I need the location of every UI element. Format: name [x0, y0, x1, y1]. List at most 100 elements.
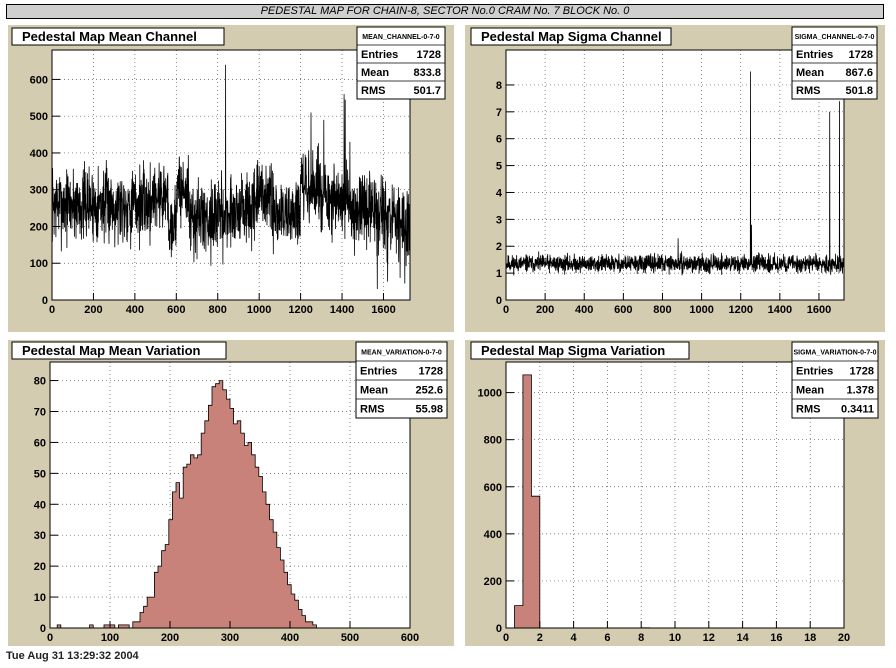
x-tick-label: 1200 — [288, 304, 312, 316]
stats-box: SIGMA_CHANNEL-0-7-0 Entries 1728 Mean 867.6 R… — [791, 26, 878, 100]
y-tick-label: 40 — [34, 499, 46, 511]
stats-label-entries: Entries — [360, 366, 397, 378]
stats-label-rms: RMS — [360, 404, 384, 416]
stats-value-entries: 1728 — [849, 49, 873, 61]
x-tick-label: 800 — [209, 304, 227, 316]
y-tick-label: 50 — [34, 468, 46, 480]
y-tick-label: 200 — [484, 576, 502, 588]
x-tick-label: 6 — [604, 632, 610, 644]
x-tick-label: 14 — [736, 632, 749, 644]
stats-label-mean: Mean — [361, 67, 389, 79]
chart-title-box — [470, 341, 690, 360]
x-tick-label: 600 — [614, 304, 632, 316]
y-tick-label: 0 — [42, 295, 48, 307]
x-tick-label: 400 — [281, 632, 299, 644]
x-tick-label: 600 — [167, 304, 185, 316]
stats-label-rms: RMS — [796, 404, 820, 416]
x-tick-label: 12 — [703, 632, 715, 644]
x-tick-label: 1600 — [807, 304, 831, 316]
x-tick-label: 10 — [669, 632, 681, 644]
page-title: PEDESTAL MAP FOR CHAIN-8, SECTOR No.0 CR… — [6, 4, 884, 19]
y-tick-label: 100 — [30, 258, 48, 270]
stats-value-entries: 1728 — [417, 49, 441, 61]
x-tick-label: 200 — [84, 304, 102, 316]
series-line — [51, 64, 411, 290]
x-tick-label: 300 — [221, 632, 239, 644]
x-tick-label: 0 — [49, 304, 55, 316]
x-tick-label: 0 — [503, 304, 509, 316]
stats-label-mean: Mean — [796, 385, 824, 397]
y-tick-label: 600 — [30, 74, 48, 86]
x-tick-label: 16 — [770, 632, 782, 644]
y-tick-label: 10 — [34, 592, 46, 604]
stats-label-entries: Entries — [361, 49, 398, 61]
y-tick-label: 6 — [496, 134, 502, 146]
y-tick-label: 200 — [30, 221, 48, 233]
x-tick-label: 2 — [537, 632, 543, 644]
y-tick-label: 5 — [496, 161, 502, 173]
stats-value-rms: 55.98 — [415, 404, 443, 416]
x-tick-label: 600 — [401, 632, 419, 644]
y-tick-label: 800 — [484, 435, 502, 447]
chart-2: 0 200 400 600 800 1000 1200 1400 1600 0 1 2 3 4 5 6 7 8 Pe… — [465, 25, 885, 332]
stats-value-rms: 501.7 — [413, 85, 441, 97]
x-tick-label: 400 — [126, 304, 144, 316]
stats-label-mean: Mean — [360, 385, 388, 397]
stats-value-entries: 1728 — [850, 366, 874, 378]
stats-value-entries: 1728 — [419, 366, 443, 378]
y-tick-label: 30 — [34, 530, 46, 542]
chart-4: 0 2 4 6 8 10 12 14 16 18 2002004006008001000Pedest… — [465, 340, 885, 646]
stats-label-rms: RMS — [796, 85, 820, 97]
y-tick-label: 7 — [496, 107, 502, 119]
stats-box: MEAN_VARIATION-0-7-0 Entries 1728 Mean 252.6… — [355, 341, 448, 419]
x-tick-label: 1400 — [330, 304, 354, 316]
chart-title-box — [470, 27, 672, 46]
x-tick-label: 1200 — [728, 304, 752, 316]
stats-label-rms: RMS — [361, 85, 385, 97]
y-tick-label: 0 — [496, 623, 502, 635]
stats-value-rms: 501.8 — [845, 85, 873, 97]
y-tick-label: 20 — [34, 561, 46, 573]
y-tick-label: 400 — [30, 148, 48, 160]
y-tick-label: 600 — [484, 482, 502, 494]
chart-title-box — [11, 341, 227, 360]
x-tick-label: 500 — [341, 632, 359, 644]
y-tick-label: 2 — [496, 241, 502, 253]
x-tick-label: 18 — [804, 632, 816, 644]
x-tick-label: 800 — [653, 304, 671, 316]
x-tick-label: 8 — [638, 632, 644, 644]
y-tick-label: 80 — [34, 376, 46, 388]
y-tick-label: 0 — [496, 295, 502, 307]
plot-frame — [505, 49, 845, 301]
stats-value-mean: 1.378 — [846, 385, 874, 397]
y-tick-label: 300 — [30, 185, 48, 197]
stats-label-mean: Mean — [796, 67, 824, 79]
y-tick-label: 60 — [34, 437, 46, 449]
y-tick-label: 1 — [496, 268, 502, 280]
chart-title: Pedestal Map Mean Channel — [22, 29, 197, 44]
stats-box: MEAN_CHANNEL-0-7-0 Entries 1728 Mean 833.8 RM… — [356, 26, 446, 100]
y-tick-label: 500 — [30, 111, 48, 123]
plot-border — [505, 49, 845, 301]
y-tick-label: 400 — [484, 529, 502, 541]
stats-value-mean: 252.6 — [415, 385, 443, 397]
y-tick-label: 4 — [496, 187, 503, 199]
chart-title: Pedestal Map Sigma Channel — [481, 29, 662, 44]
footer-timestamp: Tue Aug 31 13:29:32 2004 — [6, 650, 139, 662]
stats-box: SIGMA_VARIATION-0-7-0 Entries 1728 Mean 1.37… — [791, 341, 879, 419]
stats-value-mean: 833.8 — [413, 67, 441, 79]
x-tick-label: 200 — [536, 304, 554, 316]
stats-name: SIGMA_VARIATION-0-7-0 — [794, 350, 877, 357]
x-tick-label: 1400 — [768, 304, 792, 316]
chart-1: 0 200 400 600 800 1000 1200 1400 1600 0 100 200 300 4… — [8, 25, 454, 332]
x-tick-label: 100 — [101, 632, 119, 644]
y-tick-label: 3 — [496, 214, 502, 226]
chart-3: 0 100 200 300 400 500 600 0 10 20 30 40 50 60 70 80 Pede… — [8, 340, 454, 646]
x-tick-label: 400 — [575, 304, 593, 316]
x-tick-label: 1600 — [371, 304, 395, 316]
x-tick-label: 200 — [161, 632, 179, 644]
stats-label-entries: Entries — [796, 49, 833, 61]
stats-value-mean: 867.6 — [845, 67, 873, 79]
stats-name: MEAN_CHANNEL-0-7-0 — [362, 34, 440, 41]
